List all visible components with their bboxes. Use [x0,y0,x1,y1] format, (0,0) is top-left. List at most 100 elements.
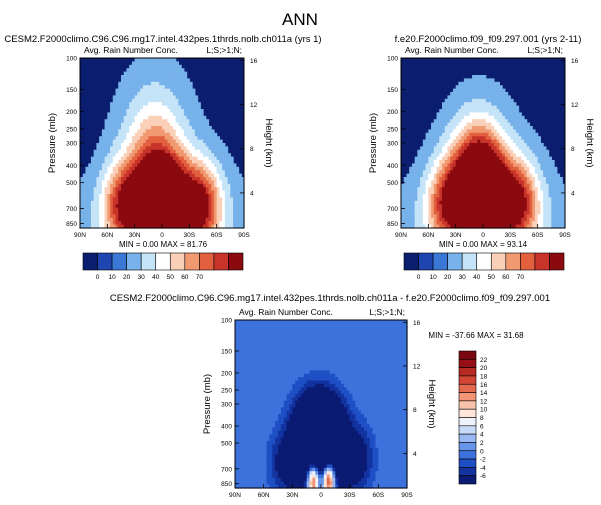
heat-cell [559,204,563,209]
heat-cell [153,126,158,130]
heat-cell [145,75,149,79]
heat-cell [167,129,171,134]
heat-cell [82,204,87,209]
heat-cell [444,221,449,226]
y-tick-label: 150 [387,87,398,94]
y-tick-label: 300 [387,141,398,148]
heat-cell [88,187,92,192]
heat-cell [507,224,511,229]
heat-cell [450,136,454,141]
heat-cell [96,224,100,229]
heat-cell [240,360,245,365]
heat-cell [167,149,171,154]
heat-cell [545,211,550,215]
heat-cell [186,194,190,198]
panel-units-label: L;S;>1;N; [527,45,563,55]
heat-cell [260,363,265,368]
heat-cell [118,115,122,120]
heat-cell [233,207,237,212]
heat-cell [474,180,479,185]
heat-cell [526,163,531,168]
heat-cell [211,163,215,168]
heat-cell [255,451,259,455]
heat-cell [556,200,561,205]
heat-cell [442,109,446,113]
heat-cell [406,221,410,226]
heat-cell [230,183,234,188]
heat-cell [249,346,253,351]
heat-cell [450,183,454,188]
heat-cell [96,197,100,202]
heat-cell [548,166,552,171]
heat-cell [524,183,528,188]
heat-cell [110,200,114,205]
heat-cell [515,211,520,215]
heat-cell [246,474,250,479]
heat-cell [529,132,533,137]
heat-cell [269,400,273,405]
heat-cell [181,132,185,137]
heat-cell [205,200,210,205]
heat-cell [532,129,536,134]
heat-cell [137,92,141,96]
heat-cell [260,353,265,358]
heat-cell [447,153,451,158]
heat-cell [213,153,218,158]
heat-cell [140,139,144,144]
heat-cell [518,132,522,137]
heat-cell [269,333,273,338]
heat-cell [96,214,100,219]
heat-cell [534,139,539,144]
heat-cell [480,126,484,130]
heat-cell [172,194,177,198]
heat-cell [82,207,87,212]
heat-cell [266,360,270,365]
heat-cell [524,156,528,161]
heat-cell [466,190,470,195]
heat-cell [266,340,270,345]
heat-cell [469,170,473,175]
heat-cell [101,221,106,226]
heat-cell [444,214,449,219]
heat-cell [142,214,147,219]
heat-cell [551,177,555,181]
heat-cell [145,81,149,86]
heat-cell [406,211,410,215]
heat-cell [249,380,253,385]
heat-cell [450,217,454,222]
heat-cell [255,417,259,422]
heat-cell [439,143,443,147]
heat-cell [126,146,130,151]
heat-cell [491,217,495,222]
heat-cell [532,153,536,158]
heat-cell [240,420,245,425]
heat-cell [510,180,514,185]
heat-cell [455,129,459,134]
heat-cell [205,156,210,161]
heat-cell [480,170,484,175]
heat-cell [463,187,468,192]
heat-cell [420,214,424,219]
heat-cell [545,207,550,212]
heat-cell [474,160,479,164]
heat-cell [156,170,160,175]
heat-cell [172,187,177,192]
heat-cell [246,323,250,328]
heat-cell [556,197,561,202]
heat-cell [235,451,239,455]
heat-cell [521,190,525,195]
heat-cell [275,387,279,392]
heat-cell [104,214,108,219]
heat-cell [491,194,495,198]
heat-cell [513,139,517,144]
heat-cell [112,224,117,229]
heat-cell [170,81,174,86]
heat-cell [121,197,125,202]
heat-cell [172,221,177,226]
heat-cell [477,132,481,137]
heat-cell [483,163,487,168]
heat-cell [167,105,171,110]
heat-cell [488,139,492,144]
heat-cell [502,88,506,93]
heat-cell [275,444,279,449]
